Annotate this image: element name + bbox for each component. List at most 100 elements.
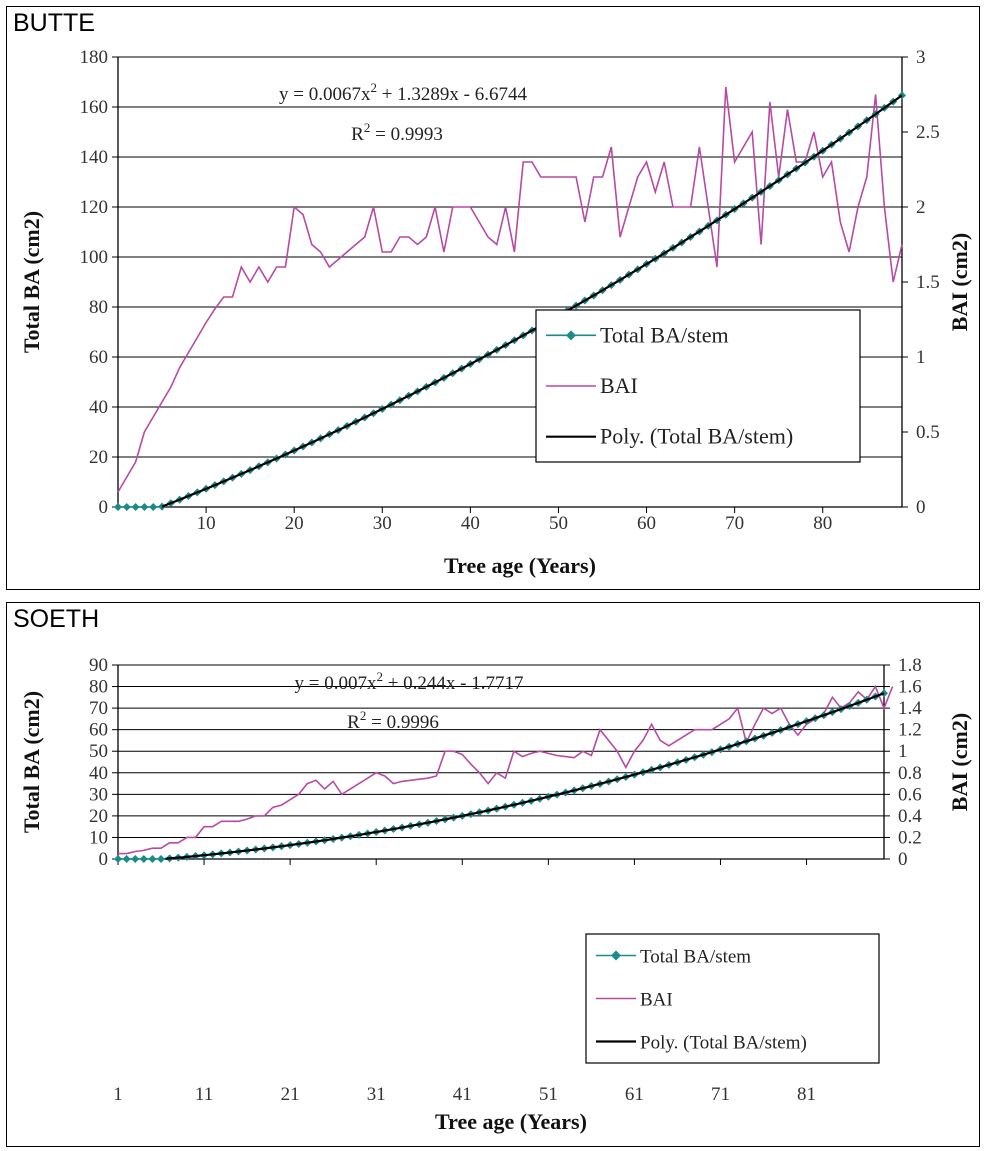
butte-y-tick-label: 40: [89, 397, 108, 418]
butte-legend: Total BA/stem BAI Poly. (Total BA/stem): [535, 309, 861, 463]
butte-total-ba-point: [140, 503, 149, 511]
butte-legend-entry: Poly. (Total BA/stem): [600, 424, 793, 449]
butte-legend-marker: [566, 330, 576, 341]
soeth-r-squared: R2 = 0.9996: [347, 708, 439, 733]
butte-trend-equation: y = 0.0067x2 + 1.3289x - 6.6744: [279, 80, 528, 105]
soeth-x-axis-label: Tree age (Years): [435, 1109, 587, 1134]
butte-bai-line: [117, 86, 903, 493]
butte-equation-main: y = 0.0067x: [279, 84, 371, 105]
soeth-y2-tick-label: 1.8: [898, 655, 922, 676]
soeth-y-tick-label: 70: [89, 698, 108, 719]
butte-y-tick-label: 120: [80, 197, 109, 218]
soeth-x-tick-label: 11: [195, 1084, 213, 1105]
butte-chart-panel: BUTTE 0 20 40 60 80 100 120 140 160 180 0 0.5 1 1.5 2 2…: [6, 6, 980, 590]
butte-x-tick-label: 40: [461, 513, 480, 534]
soeth-y2-axis-label: BAI (cm2): [947, 713, 972, 811]
butte-y-tick-label: 160: [80, 97, 109, 118]
soeth-x-tick-label: 51: [539, 1084, 558, 1105]
butte-panel-title: BUTTE: [13, 9, 95, 37]
soeth-y2-tick-label: 0: [898, 849, 908, 870]
butte-x-tick-label: 60: [637, 513, 656, 534]
soeth-total-ba-point: [122, 855, 131, 863]
butte-y-axis-label: Total BA (cm2): [19, 211, 44, 353]
soeth-y-axis-label: Total BA (cm2): [19, 691, 44, 833]
soeth-total-ba-point: [157, 855, 166, 863]
butte-r-squared: R2 = 0.9993: [351, 120, 443, 145]
soeth-legend-entry: Poly. (Total BA/stem): [640, 1033, 807, 1054]
soeth-x-tick-label: 31: [367, 1084, 386, 1105]
butte-y-tick-label: 140: [80, 147, 109, 168]
butte-x-tick-label: 70: [725, 513, 744, 534]
soeth-total-ba-point: [131, 855, 140, 863]
soeth-y-tick-label: 40: [89, 763, 108, 784]
butte-y-tick-label: 100: [80, 247, 109, 268]
soeth-y2-tick-label: 0.2: [898, 827, 922, 848]
butte-y2-tick-label: 0: [916, 497, 926, 518]
soeth-y2-tick-label: 0.6: [898, 784, 922, 805]
soeth-y-tick-label: 30: [89, 784, 108, 805]
soeth-y-tick-label: 50: [89, 741, 108, 762]
soeth-trend-equation: y = 0.007x2 + 0.244x - 1.7717: [294, 669, 523, 694]
soeth-y-tick-label: 90: [89, 655, 108, 676]
butte-x-tick-label: 10: [197, 513, 216, 534]
soeth-equation-rest: + 0.244x - 1.7717: [383, 673, 524, 694]
butte-y2-tick-label: 2: [916, 197, 926, 218]
soeth-y2-tick-label: 0.4: [898, 806, 922, 827]
butte-r2-value: = 0.9993: [370, 124, 442, 145]
butte-y-tick-label: 80: [89, 297, 108, 318]
soeth-legend-entry: Total BA/stem: [640, 947, 751, 968]
soeth-y-tick-label: 60: [89, 720, 108, 741]
butte-x-tick-label: 50: [549, 513, 568, 534]
butte-y2-tick-label: 2.5: [916, 122, 940, 143]
soeth-panel-title: SOETH: [13, 605, 100, 633]
soeth-y2-tick-label: 1: [898, 741, 908, 762]
butte-total-ba-point: [131, 503, 140, 511]
butte-total-ba-point: [122, 503, 131, 511]
butte-x-tick-label: 20: [285, 513, 304, 534]
soeth-legend: Total BA/stem BAI Poly. (Total BA/stem): [585, 933, 880, 1064]
soeth-y2-tick-label: 1.2: [898, 720, 922, 741]
soeth-y-tick-label: 80: [89, 677, 108, 698]
soeth-y2-tick-label: 0.8: [898, 763, 922, 784]
butte-y-tick-label: 180: [80, 47, 109, 68]
soeth-total-ba-point: [139, 855, 148, 863]
soeth-y-tick-label: 20: [89, 806, 108, 827]
soeth-r2-superscript: 2: [360, 708, 367, 723]
soeth-x-tick-label: 71: [711, 1084, 730, 1105]
soeth-y-tick-label: 0: [99, 849, 109, 870]
butte-legend-entry: BAI: [600, 373, 638, 398]
butte-total-ba-point: [114, 503, 122, 511]
soeth-y2-tick-label: 1.6: [898, 677, 922, 698]
soeth-equation-main: y = 0.007x: [294, 673, 376, 694]
soeth-chart: 010203040506070809000.20.40.60.811.21.41…: [19, 655, 972, 1134]
soeth-r2-value: = 0.9996: [366, 712, 438, 733]
butte-y2-tick-label: 3: [916, 47, 926, 68]
butte-chart: 0 20 40 60 80 100 120 140 160 180 0 0.5 1 1.5 2 2.5 3 10 2…: [19, 47, 972, 578]
butte-x-tick-label: 80: [813, 513, 832, 534]
soeth-legend-marker: [611, 950, 621, 961]
butte-y2-tick-label: 1: [916, 347, 926, 368]
soeth-chart-panel: SOETH 0 10 20 30 40 50 60 70 80 90 0 0.2 0.4 0.6 0.8 1 1…: [6, 602, 980, 1147]
butte-y2-tick-label: 0.5: [916, 422, 940, 443]
butte-y-tick-label: 20: [89, 447, 108, 468]
butte-y2-axis-label: BAI (cm2): [947, 233, 972, 331]
soeth-x-tick-label: 21: [281, 1084, 300, 1105]
soeth-legend-entry: BAI: [640, 990, 673, 1011]
soeth-total-ba-point: [148, 855, 157, 863]
soeth-y2-tick-label: 1.4: [898, 698, 922, 719]
butte-equation-superscript: 2: [370, 80, 377, 95]
butte-total-ba-point: [149, 503, 158, 511]
butte-poly-trendline: [161, 94, 903, 508]
soeth-x-tick-label: 81: [797, 1084, 816, 1105]
butte-y2-tick-label: 1.5: [916, 272, 940, 293]
soeth-x-tick-label: 41: [453, 1084, 472, 1105]
butte-x-tick-label: 30: [373, 513, 392, 534]
butte-x-axis-label: Tree age (Years): [444, 553, 596, 578]
soeth-total-ba-point: [114, 855, 122, 863]
butte-r2-label: R: [351, 124, 364, 145]
butte-legend-entry: Total BA/stem: [600, 322, 729, 347]
soeth-total-ba-point: [880, 689, 888, 698]
butte-r2-superscript: 2: [364, 120, 371, 135]
soeth-bai-line: [118, 684, 894, 855]
soeth-poly-trendline: [165, 692, 885, 860]
